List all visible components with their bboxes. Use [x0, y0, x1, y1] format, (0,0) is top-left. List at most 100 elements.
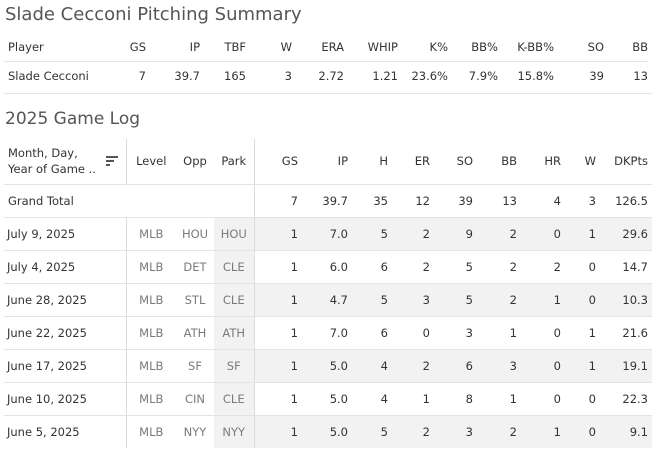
game-ip: 7.0 [302, 216, 352, 250]
header-dkpts[interactable]: DKPts [614, 154, 648, 169]
header-hr[interactable]: HR [544, 154, 561, 169]
game-log-row[interactable]: July 9, 2025 MLB HOU HOU 1 7.0 5 2 9 2 0 1 29.6 [4, 216, 652, 250]
header-date[interactable]: Month, Day, Year of Game .. [4, 139, 127, 184]
game-park: HOU [214, 216, 255, 250]
summary-header-tbf[interactable]: TBF [200, 33, 246, 62]
game-h: 5 [352, 216, 392, 250]
game-log-row[interactable]: June 5, 2025 MLB NYY NYY 1 5.0 5 2 3 2 1 0 9.1 [4, 414, 652, 448]
game-opp: STL [176, 282, 214, 316]
game-so: 5 [434, 282, 477, 316]
grand-total-so: 39 [434, 183, 477, 217]
game-log-row[interactable]: June 10, 2025 MLB CIN CLE 1 5.0 4 1 8 1 0 0 22.3 [4, 381, 652, 415]
summary-header-ip[interactable]: IP [146, 33, 200, 62]
game-log-title: 2025 Game Log [5, 109, 141, 129]
game-park: SF [214, 348, 255, 382]
game-log-row[interactable]: June 28, 2025 MLB STL CLE 1 4.7 5 3 5 2 1 0 10.3 [4, 282, 652, 316]
summary-title: Slade Cecconi Pitching Summary [5, 4, 302, 25]
game-h: 5 [352, 414, 392, 448]
summary-bb: 13 [633, 69, 648, 84]
grand-total-row[interactable]: Grand Total 7 39.7 35 12 39 13 4 3 126.5 [4, 183, 652, 217]
header-opp[interactable]: Opp [183, 154, 207, 169]
game-log-header-row: Month, Day, Year of Game .. Level Opp Par… [4, 139, 652, 184]
game-so: 3 [434, 315, 477, 349]
game-so: 5 [434, 249, 477, 283]
summary-header-row: Player GS IP TBF W ERA WHIP K% BB% K-BB%… [4, 33, 648, 62]
game-so: 9 [434, 216, 477, 250]
summary-k-bb-pct: 15.8% [517, 69, 554, 84]
game-ip: 4.7 [302, 282, 352, 316]
summary-header-era[interactable]: ERA [292, 33, 344, 62]
summary-header-gs[interactable]: GS [112, 33, 146, 62]
summary-ip: 39.7 [174, 69, 200, 84]
game-dkpts: 19.1 [600, 348, 652, 382]
summary-so: 39 [589, 69, 604, 84]
game-date: June 28, 2025 [4, 282, 127, 316]
header-park[interactable]: Park [214, 139, 255, 184]
game-bb: 2 [477, 414, 521, 448]
grand-total-label: Grand Total [4, 183, 255, 217]
game-bb: 1 [477, 315, 521, 349]
summary-header-k-pct[interactable]: K% [398, 33, 448, 62]
game-er: 2 [392, 216, 434, 250]
game-date: June 5, 2025 [4, 414, 127, 448]
summary-header-whip[interactable]: WHIP [344, 33, 398, 62]
header-er[interactable]: ER [414, 154, 430, 169]
game-park: CLE [214, 249, 255, 283]
header-w[interactable]: W [584, 154, 596, 169]
game-opp: ATH [176, 315, 214, 349]
game-park: NYY [214, 414, 255, 448]
summary-header-so[interactable]: SO [554, 33, 604, 62]
header-gs[interactable]: GS [281, 154, 298, 169]
game-h: 5 [352, 282, 392, 316]
game-bb: 2 [477, 282, 521, 316]
game-gs: 1 [254, 315, 302, 349]
game-ip: 7.0 [302, 315, 352, 349]
game-er: 1 [392, 381, 434, 415]
game-ip: 5.0 [302, 414, 352, 448]
game-w: 1 [565, 216, 600, 250]
game-er: 2 [392, 414, 434, 448]
game-so: 6 [434, 348, 477, 382]
game-er: 2 [392, 348, 434, 382]
header-bb[interactable]: BB [501, 154, 517, 169]
game-opp: DET [176, 249, 214, 283]
summary-header-w[interactable]: W [246, 33, 292, 62]
game-bb: 2 [477, 216, 521, 250]
summary-header-bb[interactable]: BB [604, 33, 648, 62]
header-ip[interactable]: IP [337, 154, 348, 169]
summary-player-name: Slade Cecconi [8, 69, 89, 84]
header-date-line1: Month, Day, [8, 146, 78, 161]
game-bb: 2 [477, 249, 521, 283]
summary-row[interactable]: Slade Cecconi 7 39.7 165 3 2.72 1.21 23.… [4, 61, 648, 91]
game-hr: 0 [521, 381, 565, 415]
summary-tbf: 165 [224, 69, 246, 84]
game-dkpts: 10.3 [600, 282, 652, 316]
game-bb: 1 [477, 381, 521, 415]
summary-header-k-bb-pct[interactable]: K-BB% [498, 33, 554, 62]
game-level: MLB [126, 315, 176, 349]
summary-whip: 1.21 [372, 69, 398, 84]
game-opp: HOU [176, 216, 214, 250]
game-hr: 2 [521, 249, 565, 283]
game-level: MLB [126, 216, 176, 250]
game-hr: 0 [521, 348, 565, 382]
game-ip: 5.0 [302, 348, 352, 382]
game-gs: 1 [254, 414, 302, 448]
header-date-line2: Year of Game .. [8, 162, 96, 177]
game-dkpts: 14.7 [600, 249, 652, 283]
game-log-row[interactable]: July 4, 2025 MLB DET CLE 1 6.0 6 2 5 2 2 0 14.7 [4, 249, 652, 283]
game-park: ATH [214, 315, 255, 349]
header-h[interactable]: H [379, 154, 388, 169]
game-log-row[interactable]: June 17, 2025 MLB SF SF 1 5.0 4 2 6 3 0 1 19.1 [4, 348, 652, 382]
summary-header-player[interactable]: Player [4, 33, 112, 62]
grand-total-bb: 13 [477, 183, 521, 217]
game-gs: 1 [254, 216, 302, 250]
header-so[interactable]: SO [456, 154, 473, 169]
game-level: MLB [126, 348, 176, 382]
grand-total-gs: 7 [254, 183, 302, 217]
header-level[interactable]: Level [136, 154, 167, 169]
sort-descending-icon[interactable] [105, 156, 118, 167]
summary-header-bb-pct[interactable]: BB% [448, 33, 498, 62]
game-so: 3 [434, 414, 477, 448]
game-log-row[interactable]: June 22, 2025 MLB ATH ATH 1 7.0 6 0 3 1 0 1 21.6 [4, 315, 652, 349]
